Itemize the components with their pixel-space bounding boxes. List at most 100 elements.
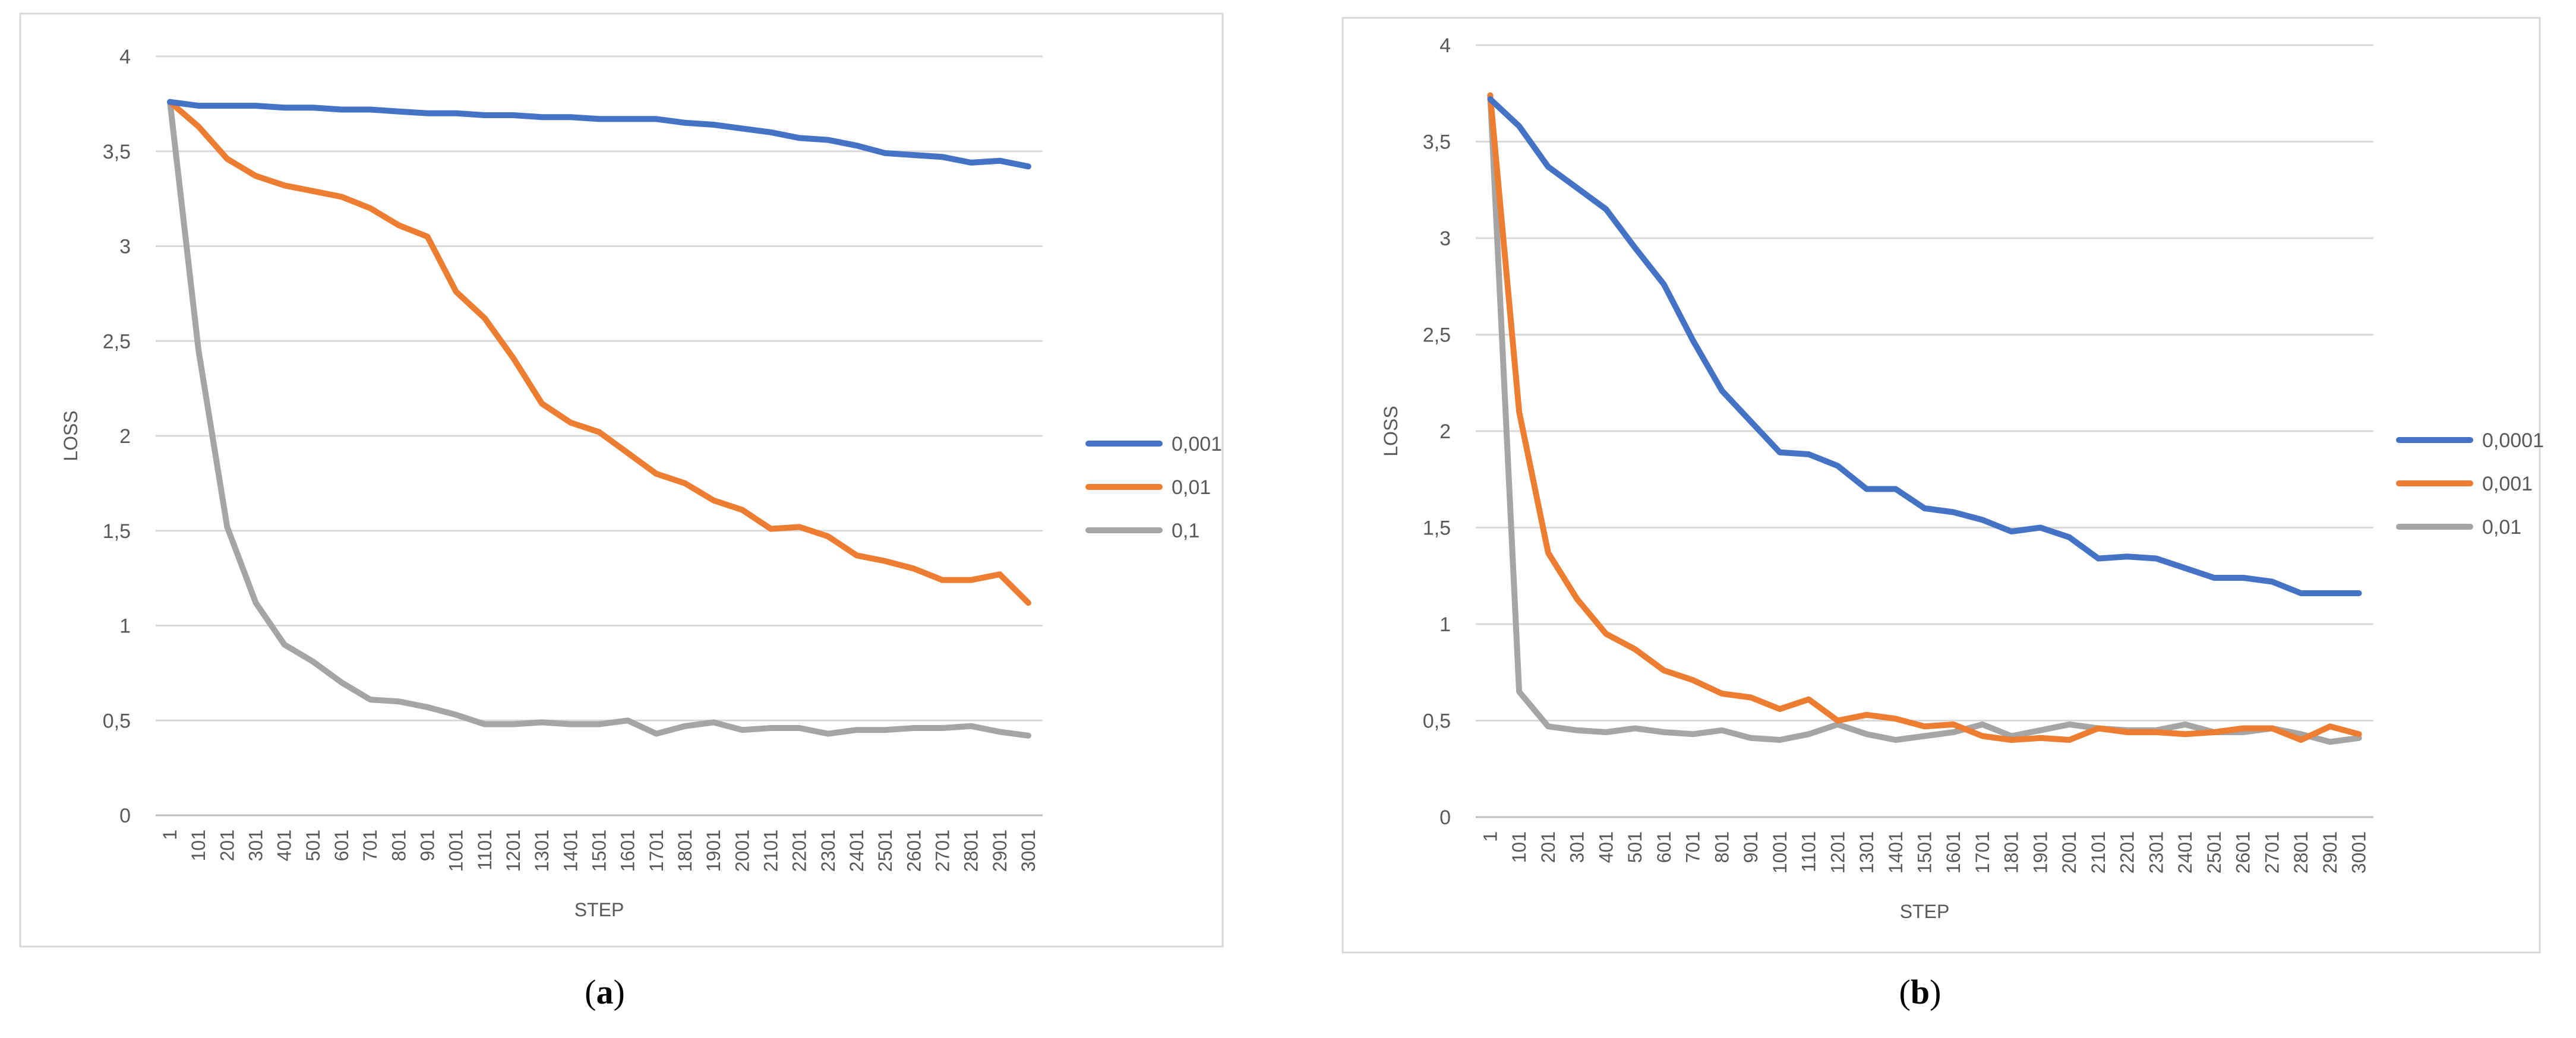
x-tick-label: 1701 <box>646 830 667 872</box>
x-tick-label: 2401 <box>2174 831 2196 874</box>
x-tick-label: 401 <box>274 830 295 861</box>
y-tick-label: 4 <box>1439 34 1451 57</box>
y-tick-label: 1,5 <box>1423 517 1451 540</box>
x-tick-label: 2701 <box>932 830 953 872</box>
x-tick-label: 501 <box>302 830 324 861</box>
y-axis-ticks: 0 0,5 1 1,5 2 2,5 3 3,5 4 <box>1423 34 1451 829</box>
x-tick-label: 1401 <box>1885 831 1906 874</box>
y-tick-label: 0,5 <box>103 710 131 732</box>
x-tick-label: 2801 <box>2290 831 2312 874</box>
chart-panel-a: 0 0,5 1 1,5 2 2,5 3 3,5 4 1 101 201 301 401 501 601 701 8… <box>19 12 1224 1011</box>
caption-close-paren: ) <box>1930 973 1941 1011</box>
y-tick-label: 1 <box>119 615 131 638</box>
series-line-1 <box>167 99 1031 170</box>
y-tick-label: 0,5 <box>1423 710 1451 733</box>
x-axis-ticks: 1 101 201 301 401 501 601 701 801 901 1001 1101 1201… <box>159 830 1039 872</box>
caption-open-paren: ( <box>1899 973 1911 1011</box>
x-tick-label: 1201 <box>1827 831 1848 874</box>
x-axis-title: STEP <box>1900 901 1950 922</box>
x-axis-title: STEP <box>574 899 624 920</box>
x-tick-label: 1701 <box>1972 831 1993 874</box>
x-tick-label: 701 <box>1682 831 1704 863</box>
y-tick-label: 0 <box>119 805 131 827</box>
y-tick-label: 3,5 <box>1423 131 1451 154</box>
x-tick-label: 901 <box>1740 831 1761 863</box>
x-tick-label: 3001 <box>1018 830 1039 872</box>
x-tick-label: 2501 <box>2204 831 2225 874</box>
x-tick-label: 501 <box>1624 831 1646 863</box>
x-tick-label: 2201 <box>789 830 810 872</box>
x-tick-label: 1201 <box>503 830 524 872</box>
x-tick-label: 2401 <box>846 830 867 872</box>
x-tick-label: 1401 <box>560 830 581 872</box>
y-tick-label: 2,5 <box>103 330 131 353</box>
x-axis-ticks: 1 101 201 301 401 501 601 701 801 901 1001 1101 1201… <box>1479 831 2369 874</box>
x-tick-label: 901 <box>417 830 438 861</box>
x-tick-label: 2601 <box>903 830 924 872</box>
x-tick-label: 601 <box>331 830 352 861</box>
x-tick-label: 2901 <box>989 830 1011 872</box>
x-tick-label: 1301 <box>1856 831 1877 874</box>
x-tick-label: 1501 <box>589 830 610 872</box>
x-tick-label: 1 <box>1479 831 1501 842</box>
series-line-2 <box>167 99 1031 606</box>
chart-frame <box>1341 17 2541 954</box>
x-tick-label: 1901 <box>703 830 724 872</box>
x-tick-label: 2701 <box>2261 831 2283 874</box>
gridlines <box>156 55 1043 817</box>
x-tick-label: 2101 <box>2088 831 2109 874</box>
x-tick-label: 2501 <box>875 830 896 872</box>
x-tick-label: 201 <box>216 830 238 861</box>
caption-letter: b <box>1911 973 1930 1011</box>
x-tick-label: 2301 <box>817 830 839 872</box>
y-tick-label: 3 <box>1439 227 1451 250</box>
y-tick-label: 0 <box>1439 806 1451 829</box>
x-tick-label: 801 <box>1711 831 1732 863</box>
series-line-1 <box>1487 96 2362 596</box>
x-tick-label: 1001 <box>446 830 467 872</box>
y-tick-label: 3,5 <box>103 141 131 163</box>
x-tick-label: 1301 <box>531 830 553 872</box>
x-tick-label: 1501 <box>1914 831 1936 874</box>
x-tick-label: 1601 <box>1943 831 1964 874</box>
x-tick-label: 1901 <box>2029 831 2051 874</box>
x-tick-label: 2301 <box>2145 831 2167 874</box>
x-tick-label: 1 <box>159 830 181 840</box>
y-tick-label: 2 <box>119 425 131 448</box>
y-tick-label: 3 <box>119 236 131 258</box>
loss-chart-a: 00,511,522,533,541 101 201 301 401 501 601 701 8… <box>19 12 1224 1011</box>
series-line-2 <box>1487 92 2362 743</box>
y-tick-label: 4 <box>119 46 131 68</box>
x-tick-label: 101 <box>188 830 209 861</box>
x-tick-label: 2601 <box>2233 831 2254 874</box>
legend-label: 0,001 <box>1172 433 1222 455</box>
legend-label: 0,1 <box>1172 520 1199 542</box>
y-axis-ticks: 0 0,5 1 1,5 2 2,5 3 3,5 4 <box>103 46 131 827</box>
y-tick-label: 1 <box>1439 613 1451 636</box>
caption-open-paren: ( <box>585 973 596 1011</box>
x-tick-label: 301 <box>1567 831 1588 863</box>
x-tick-label: 1101 <box>474 830 495 871</box>
legend: 0,0001 0,001 0,01 <box>2396 429 2544 539</box>
x-tick-label: 301 <box>245 830 267 861</box>
x-tick-label: 2001 <box>2059 831 2080 874</box>
x-tick-label: 2801 <box>961 830 982 872</box>
x-tick-label: 701 <box>359 830 381 861</box>
legend-label: 0,01 <box>1172 476 1211 499</box>
x-tick-label: 601 <box>1653 831 1675 863</box>
y-axis-title: LOSS <box>60 410 81 461</box>
y-axis-title: LOSS <box>1380 406 1401 456</box>
x-tick-label: 2901 <box>2319 831 2341 874</box>
x-tick-label: 3001 <box>2348 831 2370 874</box>
x-tick-label: 101 <box>1508 831 1530 863</box>
caption-letter: a <box>596 973 614 1011</box>
panel-caption: (b) <box>1899 973 1942 1011</box>
x-tick-label: 1001 <box>1769 831 1791 874</box>
y-tick-label: 2 <box>1439 420 1451 443</box>
x-tick-label: 401 <box>1595 831 1617 863</box>
x-tick-label: 1101 <box>1798 831 1820 872</box>
legend-label: 0,001 <box>2482 473 2533 495</box>
x-tick-label: 2101 <box>760 830 781 872</box>
x-tick-label: 2201 <box>2117 831 2138 874</box>
x-tick-label: 1801 <box>674 830 696 872</box>
